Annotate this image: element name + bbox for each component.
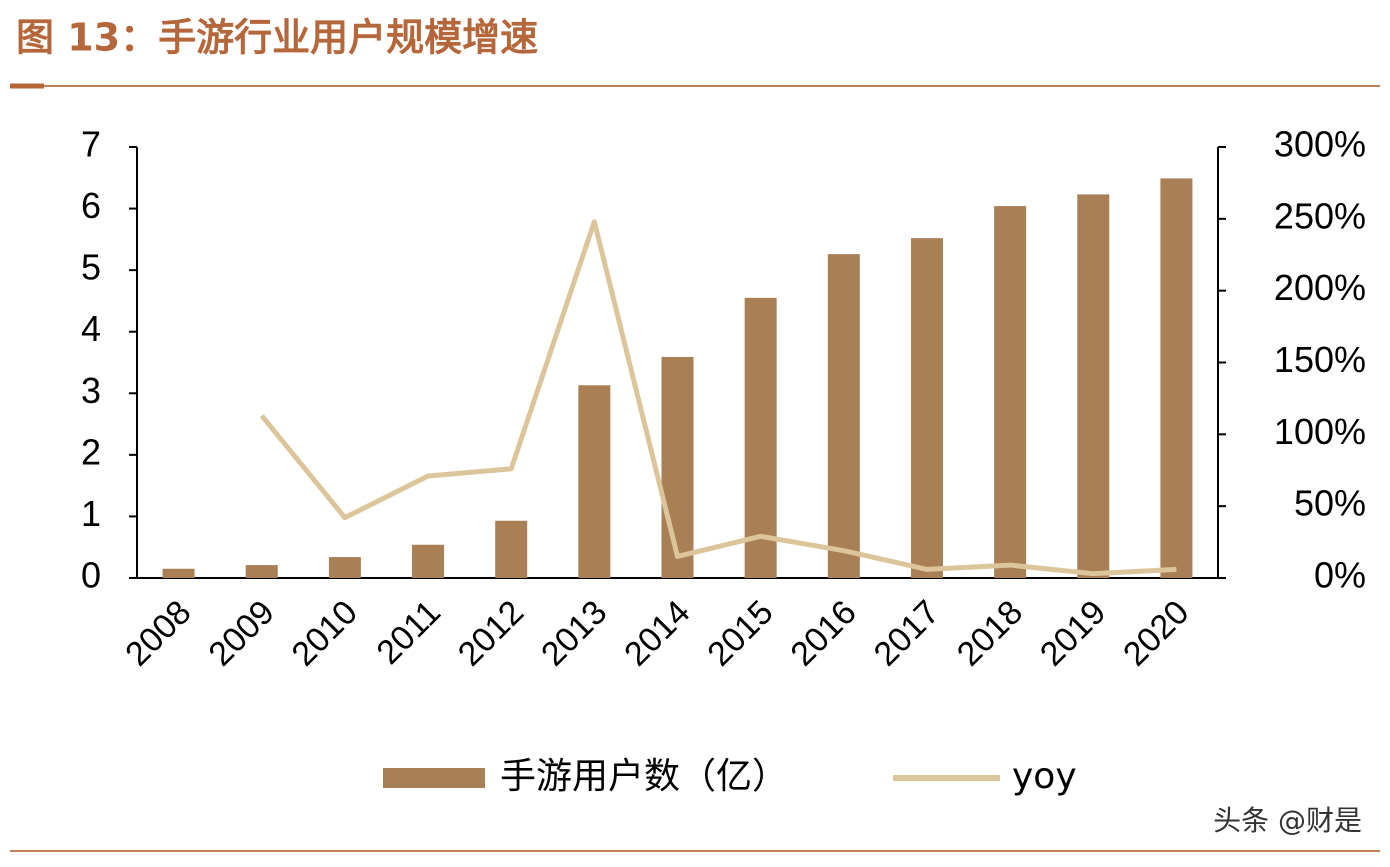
x-tick-label: 2012 [451,593,531,673]
y2-tick-label: 100% [1274,411,1366,452]
bar [328,557,361,578]
legend-label: 手游用户数（亿） [500,756,788,797]
x-tick-label: 2017 [867,593,947,673]
y2-tick-label: 250% [1274,195,1366,236]
bar [1160,178,1193,578]
y2-tick-label: 200% [1274,267,1366,308]
y-tick-label: 4 [81,308,101,349]
y-tick-label: 5 [81,247,101,288]
x-tick-label: 2013 [534,593,614,673]
y-tick-label: 2 [81,431,101,472]
bar [412,544,445,578]
x-tick-label: 2020 [1116,593,1196,673]
y2-tick-label: 0% [1314,555,1366,596]
bar [578,385,611,578]
legend-swatch [383,768,485,788]
y2-tick-label: 50% [1294,483,1366,524]
x-tick-label: 2010 [285,593,365,673]
bar [495,520,528,578]
x-tick-label: 2015 [700,593,780,673]
bar [744,297,777,578]
y-tick-label: 1 [81,493,101,534]
x-tick-label: 2011 [369,593,448,672]
bar [162,568,195,578]
watermark: 头条 @财是 [1213,804,1362,837]
x-tick-label: 2018 [950,593,1030,673]
x-tick-label: 2019 [1033,593,1113,673]
y-tick-label: 3 [81,370,101,411]
bar [661,356,694,578]
bar [245,565,278,578]
bar [827,254,860,579]
bar [994,206,1027,578]
y-tick-label: 6 [81,185,101,226]
legend-label: yoy [1012,756,1077,797]
y2-tick-label: 300% [1274,124,1366,165]
chart-title: 图 13：手游行业用户规模增速 [16,16,538,60]
x-tick-label: 2009 [201,593,281,673]
y-tick-label: 7 [81,124,101,165]
line [259,219,1177,577]
y-tick-label: 0 [81,555,101,596]
x-tick-label: 2014 [617,593,697,673]
x-tick-label: 2016 [783,593,863,673]
bar [1077,194,1110,578]
x-tick-label: 2008 [118,593,198,673]
bar [910,238,943,578]
y2-tick-label: 150% [1274,339,1366,380]
